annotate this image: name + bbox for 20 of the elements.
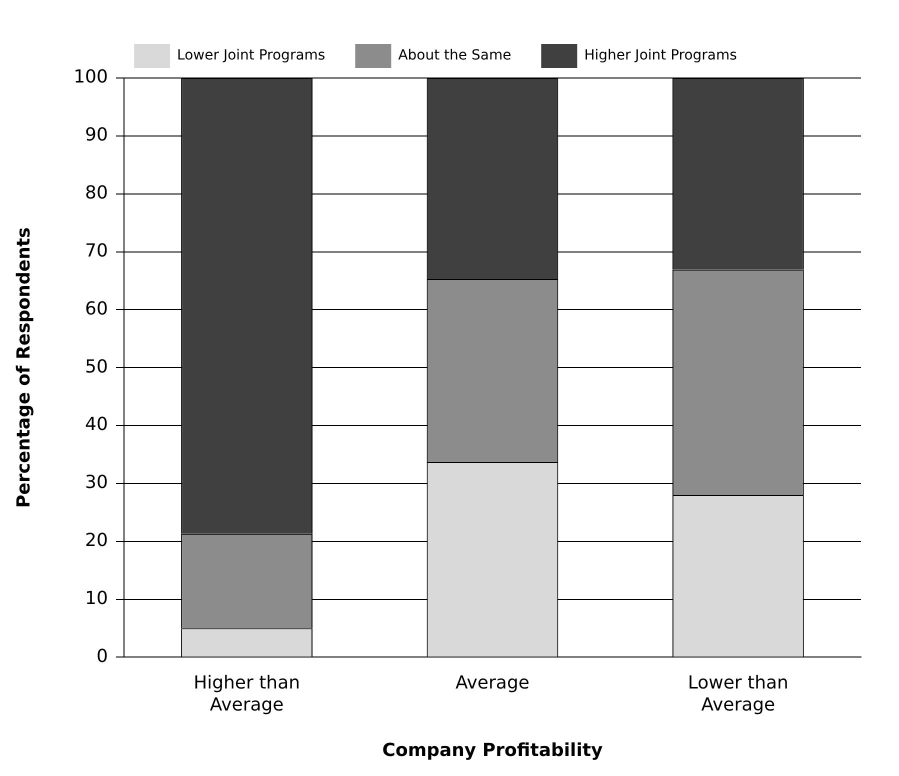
y-tick-label: 60 <box>85 298 108 320</box>
y-tick-label: 80 <box>85 182 108 204</box>
y-tick-label: 90 <box>85 124 108 146</box>
y-tick-label: 10 <box>85 588 108 609</box>
y-tick-label: 40 <box>85 414 108 436</box>
y-tick-label: 100 <box>74 66 108 88</box>
y-tick-label: 30 <box>85 472 108 494</box>
category-label: Lower than <box>688 672 788 694</box>
y-tick-label: 0 <box>96 646 108 667</box>
category-label: Average <box>701 694 776 716</box>
y-tick-label: 50 <box>85 356 108 378</box>
y-axis-title: Percentage of Respondents <box>13 227 34 508</box>
legend-label: About the Same <box>398 48 512 64</box>
legend-label: Higher Joint Programs <box>584 48 737 64</box>
category-label: Average <box>210 694 284 716</box>
x-axis-title: Company Profitability <box>382 740 603 761</box>
legend-label: Lower Joint Programs <box>177 48 326 64</box>
y-tick-label: 20 <box>85 530 108 552</box>
y-tick-label: 70 <box>85 240 108 262</box>
category-label: Higher than <box>194 672 300 694</box>
